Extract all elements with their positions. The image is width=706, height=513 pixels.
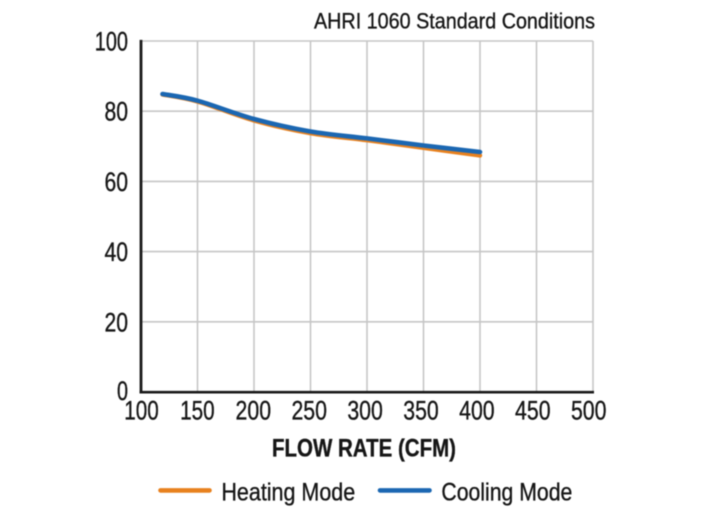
svg-text:500: 500 (571, 396, 607, 426)
svg-text:80: 80 (105, 97, 129, 127)
svg-text:200: 200 (236, 396, 272, 426)
svg-text:350: 350 (403, 396, 439, 426)
svg-text:AHRI 1060 Standard Conditions: AHRI 1060 Standard Conditions (314, 8, 595, 33)
svg-text:300: 300 (347, 396, 383, 426)
svg-text:0: 0 (117, 376, 128, 406)
svg-text:FLOW RATE (CFM): FLOW RATE (CFM) (272, 434, 456, 462)
svg-text:Heating Mode: Heating Mode (221, 478, 355, 506)
svg-text:Cooling Mode: Cooling Mode (441, 478, 572, 506)
svg-text:450: 450 (515, 396, 551, 426)
svg-text:250: 250 (291, 396, 327, 426)
svg-text:150: 150 (180, 396, 215, 426)
svg-text:100: 100 (124, 396, 159, 426)
svg-text:100: 100 (95, 27, 128, 57)
svg-text:20: 20 (105, 307, 129, 337)
svg-text:60: 60 (105, 167, 129, 197)
svg-text:40: 40 (105, 237, 129, 267)
svg-text:400: 400 (459, 396, 495, 426)
